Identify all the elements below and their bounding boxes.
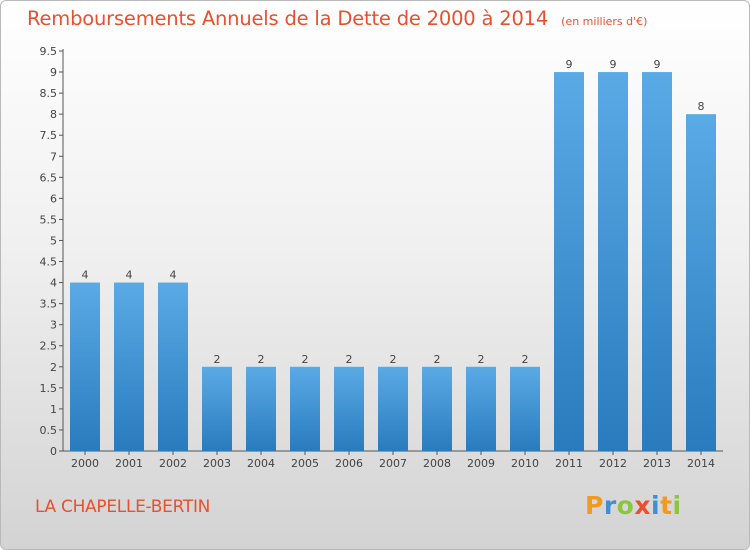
bar	[246, 366, 276, 451]
x-tick-label: 2014	[687, 457, 715, 470]
bar	[70, 282, 100, 451]
bar-chart: 0 0.5 1 1.5 2 2.5 3 3.5 4 4.5 5 5.5 6 6.5 7 7.5 8 8.5 9 9.5…	[40, 45, 723, 470]
x-tick-label: 2004	[247, 457, 275, 470]
x-tick-label: 2002	[159, 457, 187, 470]
bar	[422, 366, 452, 451]
x-tick-label: 2000	[71, 457, 99, 470]
bar	[114, 282, 144, 451]
data-label: 9	[654, 58, 661, 71]
data-label: 2	[214, 353, 221, 366]
chart-title: Remboursements Annuels de la Dette de 20…	[27, 7, 549, 30]
x-tick-label: 2003	[203, 457, 231, 470]
data-label: 2	[434, 353, 441, 366]
proxiti-logo: Proxiti	[585, 491, 682, 520]
y-tick-label: 9.5	[40, 45, 58, 58]
y-tick-label: 0.5	[40, 424, 58, 437]
x-tick-label: 2006	[335, 457, 363, 470]
y-tick-label: 6.5	[40, 171, 58, 184]
x-tick-label: 2012	[599, 457, 627, 470]
data-label: 2	[478, 353, 485, 366]
x-tick-label: 2011	[555, 457, 583, 470]
x-tick-label: 2008	[423, 457, 451, 470]
data-label: 2	[258, 353, 265, 366]
y-tick-label: 7.5	[40, 129, 58, 142]
data-labels: 4 4 4 2 2 2 2 2 2 2 2 9 9 9 8	[82, 58, 705, 366]
y-tick-label: 2	[50, 361, 57, 374]
bar	[686, 114, 716, 451]
data-label: 2	[390, 353, 397, 366]
y-tick-label: 3.5	[40, 298, 58, 311]
logo-letter: i	[672, 491, 682, 520]
bar	[290, 366, 320, 451]
bar	[158, 282, 188, 451]
x-tick-label: 2007	[379, 457, 407, 470]
y-tick-label: 3	[50, 319, 57, 332]
y-tick-label: 4	[50, 277, 57, 290]
logo-letter: r	[603, 491, 617, 520]
data-label: 2	[302, 353, 309, 366]
x-tick-label: 2001	[115, 457, 143, 470]
logo-letter: P	[585, 491, 604, 520]
data-label: 4	[126, 269, 133, 282]
y-tick-label: 8	[50, 108, 57, 121]
bar	[466, 366, 496, 451]
data-label: 4	[170, 269, 177, 282]
bar	[510, 366, 540, 451]
x-tick-label: 2013	[643, 457, 671, 470]
bar	[378, 366, 408, 451]
y-tick-label: 4.5	[40, 256, 58, 269]
commune-name: LA CHAPELLE-BERTIN	[35, 497, 211, 517]
bar	[202, 366, 232, 451]
logo-letter: t	[660, 491, 673, 520]
logo-letter: x	[634, 491, 651, 520]
y-tick-label: 1.5	[40, 382, 58, 395]
y-tick-label: 1	[50, 403, 57, 416]
data-label: 9	[566, 58, 573, 71]
x-tick-label: 2005	[291, 457, 319, 470]
bar	[554, 72, 584, 451]
x-tick-label: 2009	[467, 457, 495, 470]
logo-letter: i	[651, 491, 661, 520]
chart-title-row: Remboursements Annuels de la Dette de 20…	[27, 7, 647, 30]
data-label: 2	[522, 353, 529, 366]
data-label: 8	[698, 100, 705, 113]
chart-unit: (en milliers d'€)	[561, 15, 648, 28]
y-tick-label: 2.5	[40, 340, 58, 353]
y-tick-label: 5.5	[40, 213, 58, 226]
y-tick-label: 0	[50, 445, 57, 458]
y-tick-label: 7	[50, 150, 57, 163]
x-tick-label: 2010	[511, 457, 539, 470]
y-tick-label: 9	[50, 66, 57, 79]
logo-letter: o	[616, 491, 635, 520]
data-label: 2	[346, 353, 353, 366]
bars	[70, 72, 716, 451]
y-tick-label: 6	[50, 192, 57, 205]
y-tick-label: 8.5	[40, 87, 58, 100]
bar	[334, 366, 364, 451]
y-tick-label: 5	[50, 234, 57, 247]
bar	[642, 72, 672, 451]
data-label: 4	[82, 269, 89, 282]
bar	[598, 72, 628, 451]
data-label: 9	[610, 58, 617, 71]
